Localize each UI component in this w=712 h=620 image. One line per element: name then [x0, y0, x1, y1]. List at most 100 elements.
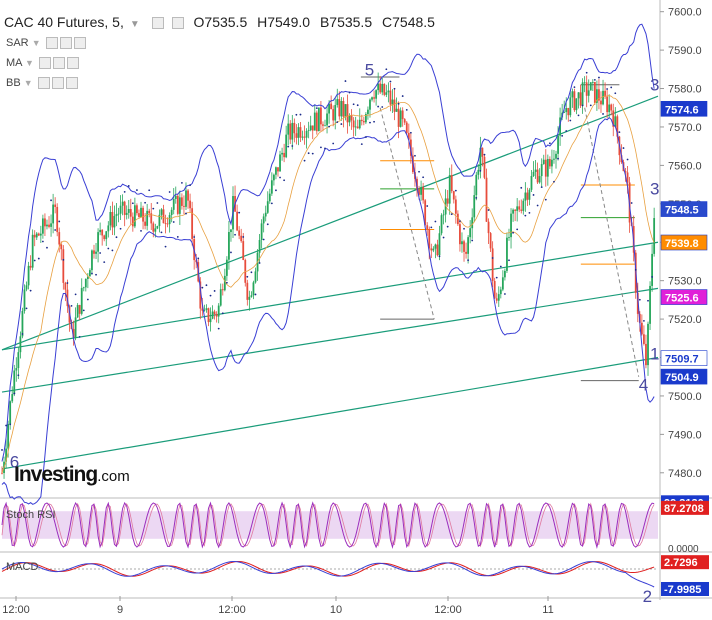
eye-icon[interactable]	[38, 57, 51, 70]
sar-dot	[270, 202, 273, 205]
chevron-down-icon[interactable]: ▼	[31, 38, 41, 48]
gear-icon[interactable]	[52, 57, 65, 70]
sar-dot	[307, 152, 310, 155]
candle-body	[338, 99, 341, 117]
candle-body	[166, 223, 169, 225]
stoch-rsi-tick: 0.0000	[668, 544, 699, 555]
candle-body	[579, 92, 582, 106]
sar-dot	[41, 240, 44, 243]
price-label-text: 7525.6	[665, 293, 699, 305]
candle-body	[418, 189, 420, 195]
bollinger-upper	[1, 23, 655, 462]
candle-body	[346, 104, 349, 123]
candle-body	[373, 97, 375, 99]
candle-body	[238, 230, 241, 236]
sar-dot	[532, 194, 535, 196]
close-icon[interactable]	[65, 77, 78, 90]
candle-body	[506, 237, 508, 271]
ohlc-open: O7535.5	[193, 14, 248, 30]
time-tick-label: 9	[117, 604, 123, 616]
settings-icon[interactable]	[171, 17, 184, 30]
candle-body	[250, 295, 253, 297]
sar-dot	[131, 202, 134, 205]
sar-dot	[544, 198, 547, 201]
indicator-row-bb[interactable]: BB ▼	[6, 77, 78, 90]
sar-dot	[577, 114, 580, 117]
candle-body	[395, 108, 398, 112]
macd-value: 2.7296	[664, 557, 698, 569]
candle-body	[203, 309, 206, 311]
eye-icon[interactable]	[45, 37, 58, 50]
sar-dot	[344, 80, 347, 82]
sar-dot	[422, 176, 425, 179]
candle-body	[211, 311, 214, 319]
candle-body	[477, 169, 480, 175]
candle-body	[612, 110, 615, 127]
sar-dot	[320, 146, 322, 149]
candle-body	[420, 186, 422, 195]
visibility-icon[interactable]	[151, 17, 164, 30]
sar-dot	[5, 424, 7, 427]
sar-dot	[409, 131, 412, 134]
candle-body	[150, 213, 153, 224]
candle-body	[78, 305, 81, 314]
candle-body	[559, 117, 562, 136]
sar-dot	[242, 236, 245, 238]
sar-dot	[426, 205, 429, 207]
candle-body	[84, 278, 87, 288]
chevron-down-icon[interactable]: ▼	[24, 58, 34, 68]
close-icon[interactable]	[73, 37, 86, 50]
sar-dot	[103, 261, 106, 264]
sar-dot	[115, 236, 118, 239]
candle-body	[581, 82, 584, 106]
candle-body	[41, 218, 44, 234]
candle-body	[228, 232, 230, 260]
candle-body	[191, 208, 194, 239]
candle-body	[172, 198, 175, 210]
sar-dot	[548, 142, 551, 145]
sar-dot	[275, 189, 277, 192]
wave-label: 6	[10, 452, 19, 471]
candle-body	[469, 228, 472, 238]
sar-dot	[225, 281, 228, 284]
candle-body	[448, 175, 451, 204]
indicator-row-sar[interactable]: SAR ▼	[6, 37, 86, 50]
candle-body	[111, 211, 114, 228]
price-label-text: 7504.9	[665, 372, 699, 384]
candle-body	[330, 103, 333, 110]
candle-body	[31, 234, 34, 268]
sar-dot	[66, 282, 69, 284]
candle-body	[185, 190, 187, 207]
candle-body	[508, 237, 510, 238]
fib-trend-line	[379, 107, 435, 320]
sar-dot	[495, 276, 498, 279]
gear-icon[interactable]	[59, 37, 72, 50]
sar-dot	[569, 119, 572, 122]
symbol-title[interactable]: CAC 40 Futures, 5,	[4, 14, 124, 30]
candle-body	[387, 90, 390, 93]
sar-dot	[107, 247, 110, 250]
close-icon[interactable]	[66, 57, 79, 70]
sar-dot	[205, 284, 208, 287]
candle-body	[432, 248, 435, 251]
candle-body	[23, 289, 26, 311]
indicator-row-ma[interactable]: MA ▼	[6, 57, 79, 70]
candle-body	[551, 159, 553, 167]
candle-body	[526, 192, 529, 200]
eye-icon[interactable]	[37, 77, 50, 90]
candle-body	[97, 232, 99, 252]
candle-body	[499, 289, 502, 295]
wave-label: 3	[650, 76, 659, 95]
candle-body	[170, 209, 173, 216]
candle-body	[598, 89, 600, 101]
gear-icon[interactable]	[51, 77, 64, 90]
stoch-rsi-label: Stoch RSI	[6, 509, 56, 521]
candle-body	[285, 134, 288, 158]
symbol-dropdown-icon[interactable]: ▼	[129, 19, 140, 30]
chevron-down-icon[interactable]: ▼	[23, 78, 33, 88]
sar-dot	[405, 109, 408, 111]
time-tick-label: 10	[330, 604, 342, 616]
candle-body	[54, 204, 57, 207]
candle-body	[548, 158, 551, 167]
